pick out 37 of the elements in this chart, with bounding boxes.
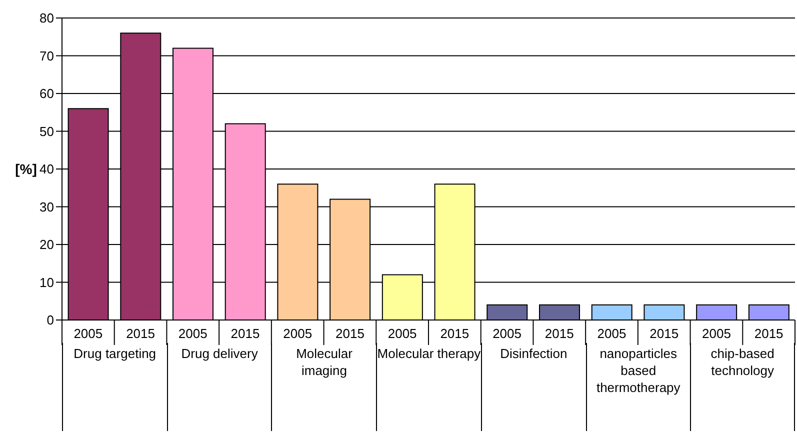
y-tick-label: 40	[40, 162, 54, 177]
y-tick-label: 10	[40, 274, 54, 290]
text: Molecular therapy	[376, 343, 481, 431]
text: nanoparticles based thermotherapy	[586, 343, 690, 431]
x-tick-label: 2015	[544, 326, 574, 341]
y-tick-label: 80	[40, 10, 54, 26]
text: Drug delivery	[166, 343, 272, 431]
bar	[486, 304, 528, 320]
y-tick-label: 60	[40, 86, 54, 102]
x-tick-label: 2005	[178, 326, 208, 341]
text: Disinfection	[480, 343, 586, 431]
bar	[644, 304, 685, 320]
bar	[591, 304, 632, 320]
text: Drug targeting	[62, 343, 167, 431]
x-tick-label: 2005	[702, 326, 731, 341]
x-tick-label: 2005	[492, 326, 522, 341]
bar	[696, 304, 738, 320]
x-tick-label: 2005	[74, 326, 103, 341]
bar	[748, 304, 790, 320]
text: Molecular imaging	[271, 343, 376, 431]
y-tick-label: 20	[40, 237, 54, 252]
text: chip-based technology	[690, 343, 795, 431]
x-tick-label: 2005	[388, 326, 417, 341]
x-tick-label: 2015	[754, 326, 784, 341]
x-tick-label: 2005	[283, 326, 312, 341]
x-tick-label: 2015	[336, 326, 364, 341]
y-tick-label: 70	[40, 48, 54, 64]
x-tick-label: 2005	[597, 326, 626, 341]
x-tick-label: 2015	[230, 326, 260, 341]
x-tick-label: 2015	[440, 326, 470, 341]
y-axis-title: [%]	[15, 161, 37, 177]
y-tick-label: 50	[40, 124, 54, 139]
y-tick-label: 0	[46, 312, 54, 328]
x-tick-label: 2015	[126, 326, 155, 341]
y-tick-label: 30	[40, 199, 54, 214]
x-tick-label: 2015	[650, 326, 679, 341]
bar	[538, 304, 580, 320]
